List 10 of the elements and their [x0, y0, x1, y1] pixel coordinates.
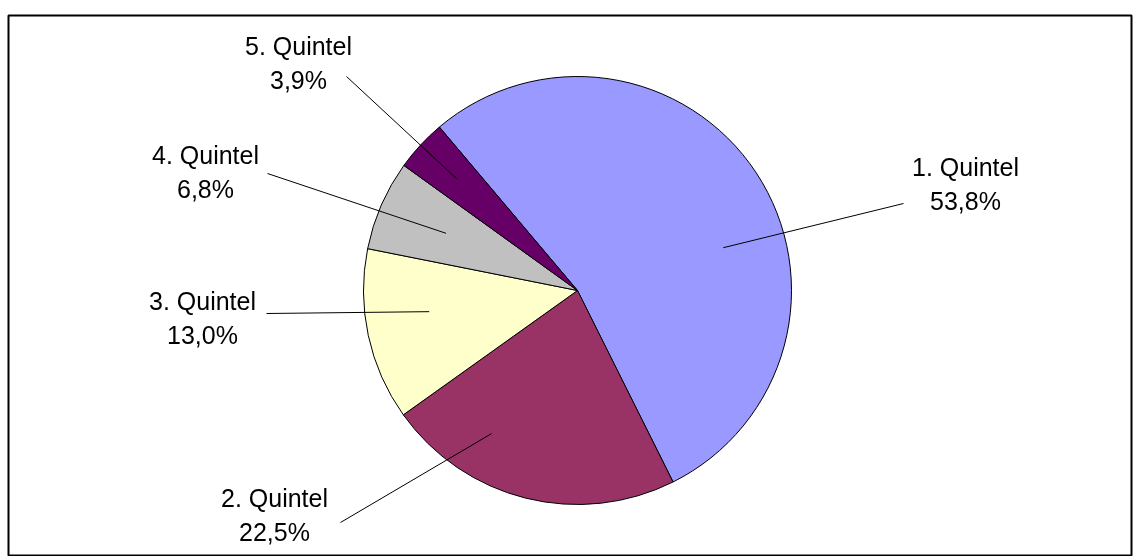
- data-label: 3,9%: [270, 65, 327, 94]
- data-label: 53,8%: [930, 186, 1001, 215]
- slice-label: 5. Quintel: [245, 31, 353, 60]
- slice-label: 1. Quintel: [912, 152, 1020, 181]
- slice-label: 2. Quintel: [221, 483, 329, 512]
- data-label: 6,8%: [177, 174, 234, 203]
- slice-label: 3. Quintel: [149, 286, 257, 315]
- data-label: 22,5%: [239, 517, 310, 546]
- data-label: 13,0%: [167, 320, 238, 349]
- slice-label: 4. Quintel: [152, 140, 260, 169]
